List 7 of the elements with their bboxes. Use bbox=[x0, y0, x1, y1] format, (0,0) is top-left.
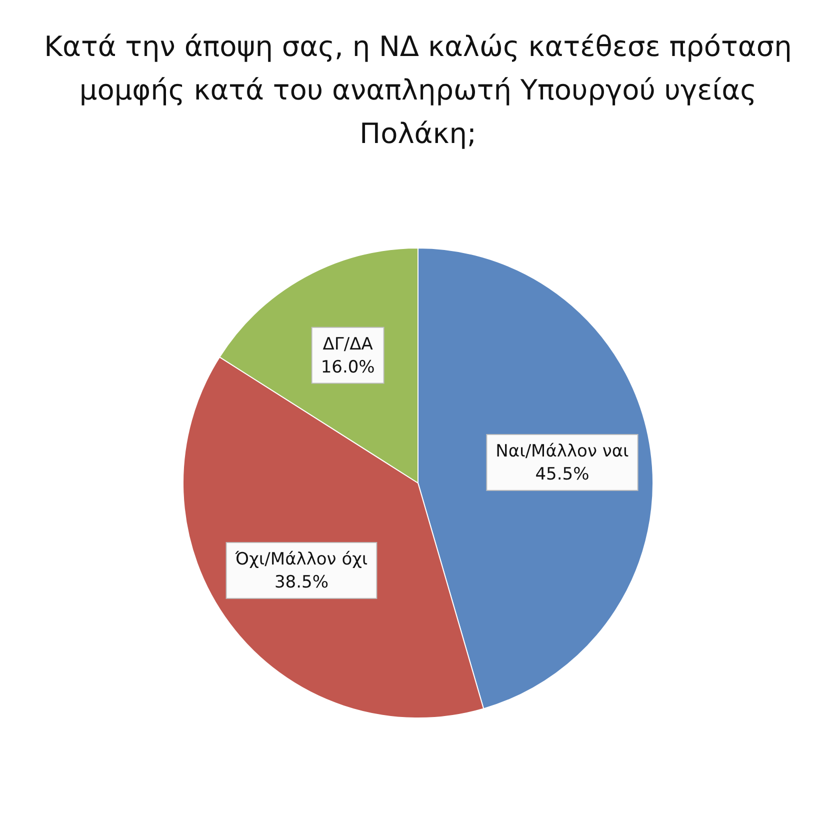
chart-title: Κατά την άποψη σας, η ΝΔ καλώς κατέθεσε πρόταση μομφής κατά του αναπληρωτή Υπουργού υγείας Πολάκη; bbox=[44, 30, 792, 150]
data-label: 45.5% bbox=[535, 464, 590, 484]
slice-label: Όχι/Μάλλον όχι bbox=[234, 550, 368, 570]
data-label: 38.5% bbox=[274, 572, 328, 592]
slice-label: ΔΓ/ΔΑ bbox=[322, 334, 374, 354]
data-label: 16.0% bbox=[320, 357, 375, 378]
slice-label: Ναι/Μάλλον ναι bbox=[496, 442, 630, 462]
